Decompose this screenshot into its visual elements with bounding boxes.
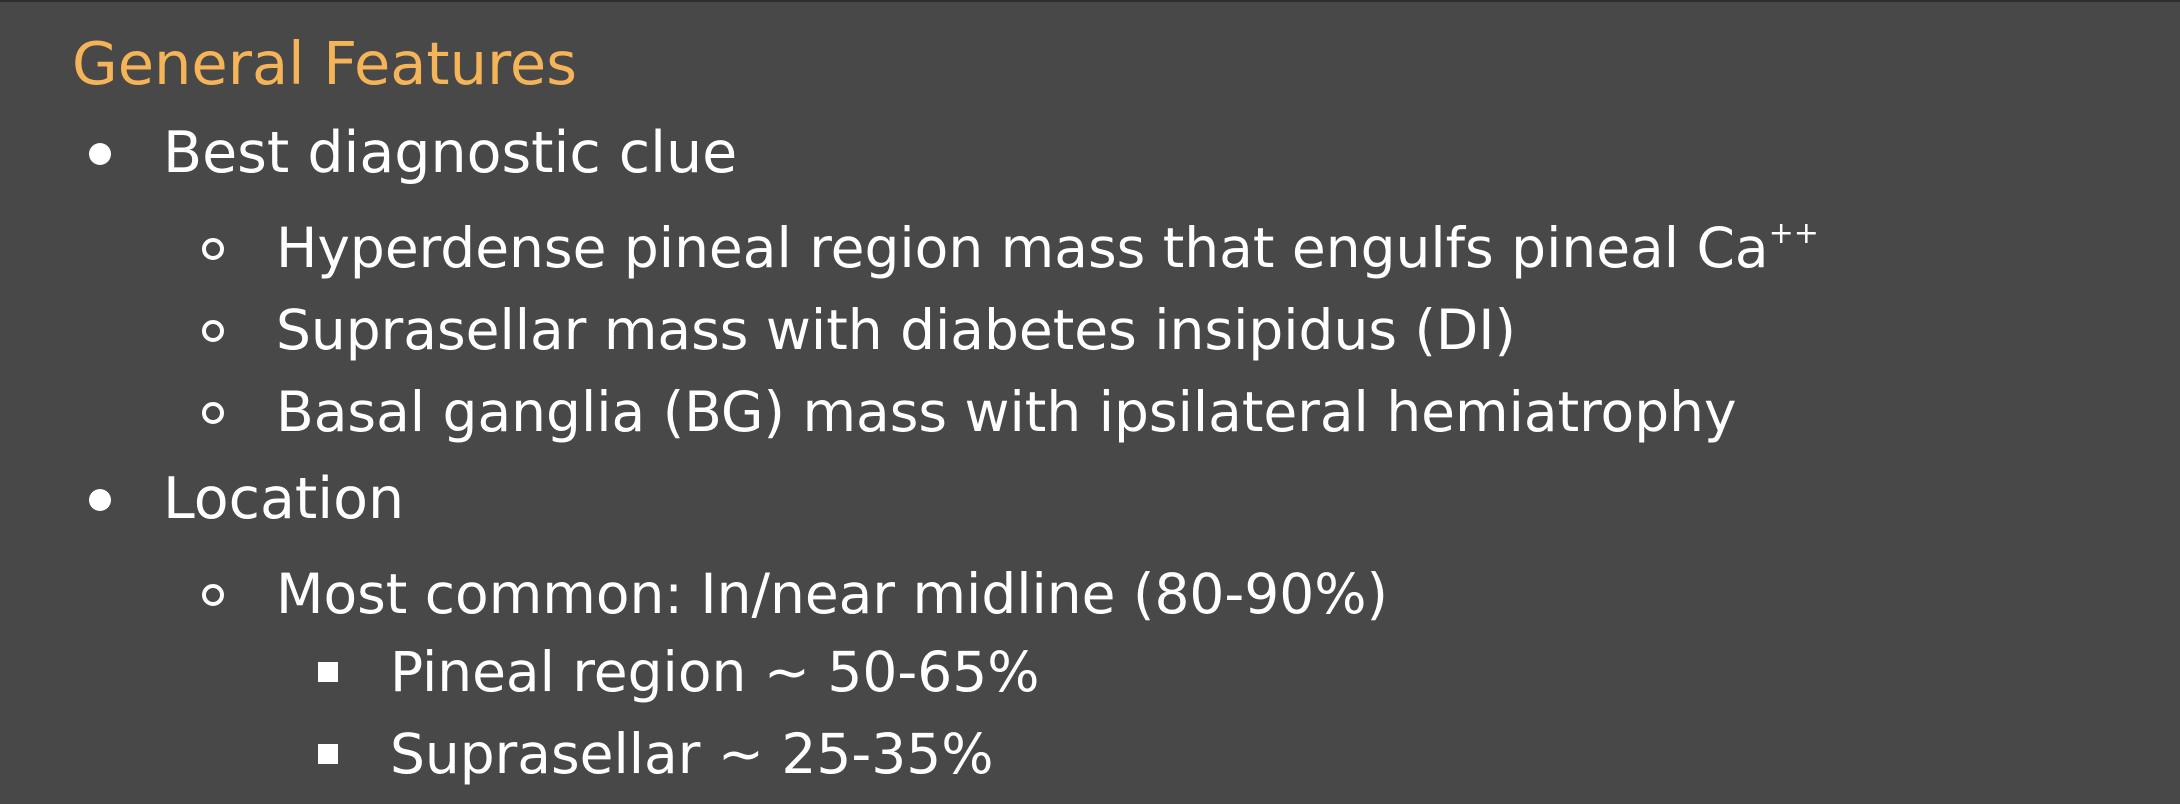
bullet-circle-icon [202,402,224,424]
slide-top-border [0,0,2180,2]
bullet-circle-icon [202,320,224,342]
bullet-location: Location [163,466,405,532]
sub-bullet-basal-ganglia: Basal ganglia (BG) mass with ipsilateral… [276,380,1737,444]
bullet-circle-icon [202,238,224,260]
bullet-square-icon [318,662,338,682]
sub-bullet-pineal-mass: Hyperdense pineal region mass that engul… [276,213,1819,283]
sub-sub-bullet-suprasellar: Suprasellar ~ 25-35% [390,722,994,786]
bullet-circle-icon [202,584,224,606]
sub-sub-bullet-pineal-region: Pineal region ~ 50-65% [390,640,1040,704]
bullet-square-icon [318,744,338,764]
calcium-superscript: ++ [1768,216,1819,251]
sub-bullet-suprasellar-di: Suprasellar mass with diabetes insipidus… [276,298,1516,362]
bullet-disc-icon [89,143,111,165]
slide-title: General Features [72,29,577,98]
bullet-disc-icon [89,489,111,511]
sub-bullet-most-common: Most common: In/near midline (80-90%) [276,562,1388,626]
bullet-best-diagnostic-clue: Best diagnostic clue [163,120,738,186]
sub-bullet-pineal-mass-text: Hyperdense pineal region mass that engul… [276,216,1769,280]
